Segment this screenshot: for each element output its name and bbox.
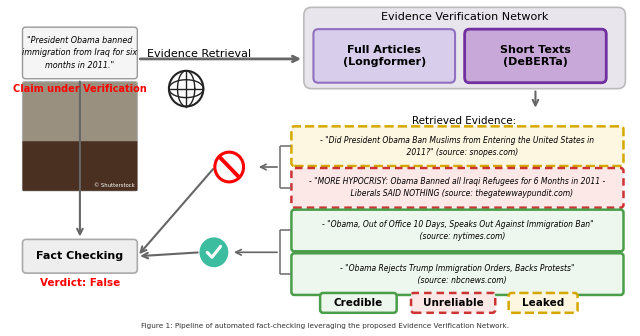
Text: Verdict: False: Verdict: False [40, 278, 120, 288]
Text: Short Texts
(DeBERTa): Short Texts (DeBERTa) [500, 45, 571, 67]
Text: - "Obama Rejects Trump Immigration Orders, Backs Protests"
    (source: nbcnews.: - "Obama Rejects Trump Immigration Order… [340, 264, 575, 285]
FancyBboxPatch shape [314, 29, 455, 83]
Text: Unreliable: Unreliable [423, 298, 484, 308]
FancyBboxPatch shape [22, 141, 138, 191]
Text: © Shutterstock: © Shutterstock [93, 183, 134, 188]
FancyBboxPatch shape [22, 82, 138, 191]
Text: Leaked: Leaked [522, 298, 564, 308]
Text: Claim under Verification: Claim under Verification [13, 84, 147, 94]
FancyBboxPatch shape [320, 293, 397, 313]
Text: Retrieved Evidence:: Retrieved Evidence: [412, 117, 516, 126]
Text: Full Articles
(Longformer): Full Articles (Longformer) [342, 45, 426, 67]
FancyBboxPatch shape [22, 27, 138, 79]
FancyBboxPatch shape [291, 210, 623, 251]
Text: Evidence Retrieval: Evidence Retrieval [147, 49, 251, 59]
FancyBboxPatch shape [291, 253, 623, 295]
Circle shape [169, 71, 204, 107]
FancyBboxPatch shape [509, 293, 577, 313]
Text: Credible: Credible [334, 298, 383, 308]
Circle shape [200, 239, 227, 266]
Text: Evidence Verification Network: Evidence Verification Network [381, 12, 548, 22]
FancyBboxPatch shape [465, 29, 606, 83]
Text: Fact Checking: Fact Checking [36, 251, 124, 261]
FancyBboxPatch shape [411, 293, 495, 313]
FancyBboxPatch shape [22, 240, 138, 273]
FancyBboxPatch shape [291, 126, 623, 166]
Text: "President Obama banned
immigration from Iraq for six
months in 2011.": "President Obama banned immigration from… [22, 36, 138, 70]
Circle shape [215, 152, 244, 182]
Text: - "Obama, Out of Office 10 Days, Speaks Out Against Immigration Ban"
    (source: - "Obama, Out of Office 10 Days, Speaks … [322, 220, 593, 241]
FancyBboxPatch shape [304, 7, 625, 89]
Text: - "MORE HYPOCRISY: Obama Banned all Iraqi Refugees for 6 Months in 2011 -
    Li: - "MORE HYPOCRISY: Obama Banned all Iraq… [309, 177, 605, 198]
Text: - "Did President Obama Ban Muslims from Entering the United States in
    2011?": - "Did President Obama Ban Muslims from … [321, 136, 595, 157]
Text: Figure 1: Pipeline of automated fact-checking leveraging the proposed Evidence V: Figure 1: Pipeline of automated fact-che… [141, 323, 509, 329]
FancyBboxPatch shape [291, 168, 623, 208]
